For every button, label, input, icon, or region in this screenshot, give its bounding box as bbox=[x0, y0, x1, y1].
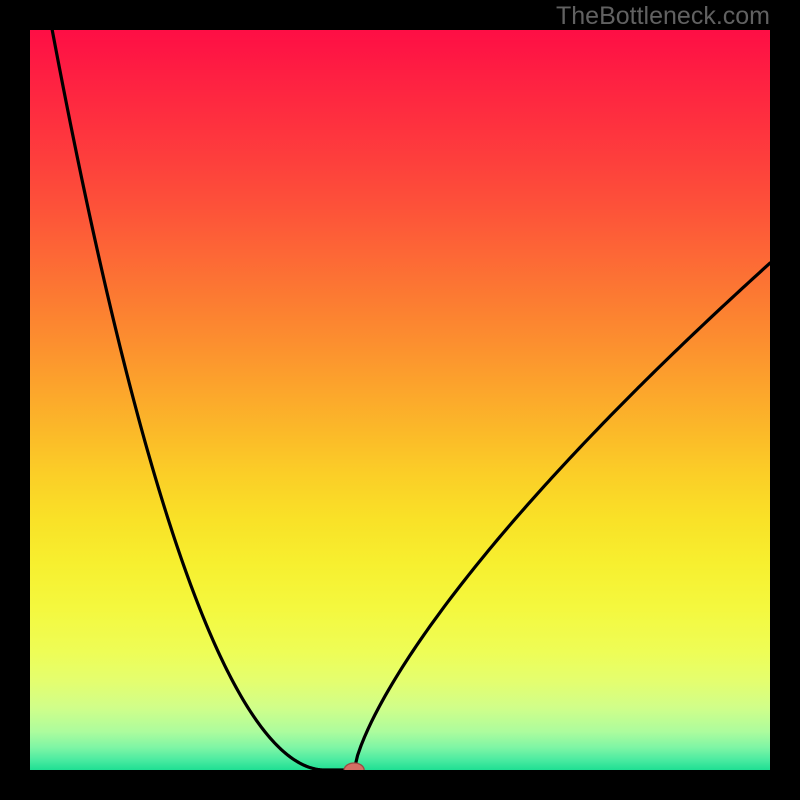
watermark: TheBottleneck.com bbox=[556, 2, 770, 31]
bottleneck-curve bbox=[30, 30, 770, 770]
optimum-marker bbox=[344, 763, 364, 770]
v-curve-path bbox=[52, 30, 770, 770]
plot-area bbox=[30, 30, 770, 770]
